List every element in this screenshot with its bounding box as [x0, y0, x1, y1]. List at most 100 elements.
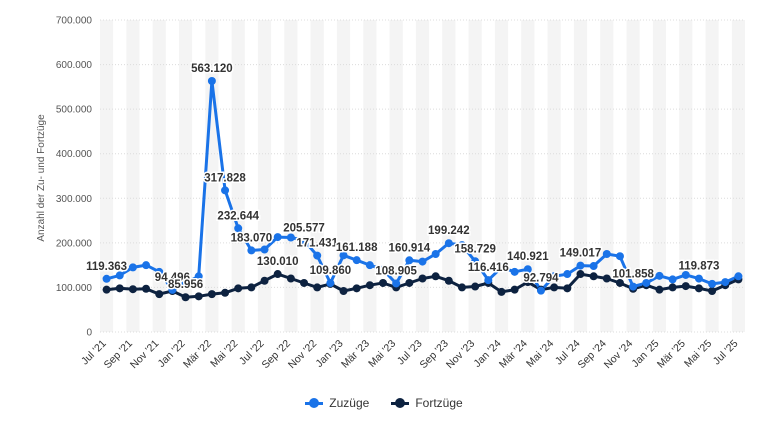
data-point-fortzuege — [155, 290, 164, 299]
background-band — [363, 20, 377, 332]
data-point-zuzuege — [615, 252, 624, 261]
data-point-fortzuege — [115, 284, 124, 293]
data-label: 205.577 — [283, 222, 325, 234]
data-point-fortzuege — [128, 285, 137, 294]
data-point-zuzuege — [155, 267, 164, 276]
data-point-fortzuege — [379, 278, 388, 287]
data-point-fortzuege — [576, 270, 585, 279]
data-label: 109.860 — [310, 265, 352, 277]
background-band — [100, 20, 114, 332]
x-tick-label: Mär '22 — [181, 338, 214, 371]
data-point-fortzuege — [352, 284, 361, 293]
data-point-zuzuege — [602, 250, 611, 258]
data-point-zuzuege — [326, 279, 335, 288]
data-point-zuzuege — [523, 265, 532, 274]
legend-item-zuzuege[interactable]: Zuzüge — [305, 396, 369, 410]
x-tick-label: Mai '23 — [366, 338, 398, 370]
x-tick-label: Nov '21 — [128, 338, 162, 372]
data-point-zuzuege — [168, 285, 177, 294]
data-point-zuzuege — [418, 257, 427, 266]
legend-swatch-zuzuege — [305, 398, 324, 408]
background-band — [679, 20, 693, 332]
data-point-fortzuege — [694, 284, 703, 293]
data-point-zuzuege — [339, 251, 348, 260]
data-point-fortzuege — [681, 282, 690, 291]
data-label: 160.914 — [389, 242, 431, 254]
data-point-fortzuege — [418, 274, 427, 283]
data-label: 563.120 — [191, 63, 233, 75]
data-point-zuzuege — [471, 257, 480, 266]
x-tick-label: Mär '23 — [339, 338, 372, 371]
x-tick-label: Jul '25 — [711, 338, 741, 368]
data-point-zuzuege — [642, 278, 651, 287]
data-point-zuzuege — [694, 274, 703, 283]
background-band — [231, 20, 245, 332]
background-band — [336, 20, 351, 332]
x-tick-label: Mai '24 — [524, 338, 556, 370]
data-point-zuzuege — [247, 246, 256, 255]
y-tick-label: 500.000 — [56, 105, 93, 116]
data-point-zuzuege — [431, 250, 440, 258]
y-tick-label: 700.000 — [56, 16, 93, 27]
data-point-zuzuege — [260, 245, 269, 254]
data-label: 101.858 — [612, 269, 654, 281]
data-point-zuzuege — [128, 263, 137, 272]
data-point-fortzuege — [550, 283, 559, 292]
data-point-fortzuege — [194, 292, 203, 301]
y-tick-label: 100.000 — [56, 283, 93, 294]
data-point-fortzuege — [510, 285, 519, 294]
data-point-zuzuege — [563, 270, 572, 279]
y-axis-label: Anzahl der Zu- und Fortzüge — [36, 114, 47, 242]
data-point-zuzuege — [115, 271, 124, 280]
data-point-fortzuege — [313, 283, 322, 292]
data-labels: 119.363 94.496 563.120 317.828 232.644 183.07… — [85, 62, 721, 293]
data-point-zuzuege — [681, 270, 690, 279]
data-point-zuzuege — [589, 262, 598, 271]
data-label: 317.828 — [204, 172, 246, 184]
background-band — [389, 20, 403, 332]
data-label: 108.905 — [375, 265, 417, 277]
data-label: 130.010 — [257, 256, 299, 268]
data-point-fortzuege — [260, 276, 269, 285]
background-band — [284, 20, 298, 332]
data-point-zuzuege — [576, 261, 585, 270]
data-point-zuzuege — [668, 275, 677, 284]
data-point-fortzuege — [405, 278, 414, 287]
data-point-fortzuege — [457, 283, 466, 292]
data-point-fortzuege — [563, 284, 572, 293]
data-point-zuzuege — [379, 265, 388, 274]
data-point-zuzuege — [457, 241, 466, 250]
data-point-fortzuege — [247, 283, 256, 292]
background-band — [705, 20, 719, 332]
x-tick-label: Nov '23 — [444, 338, 478, 372]
data-point-fortzuege — [286, 274, 295, 283]
legend-item-fortzuege[interactable]: Fortzüge — [391, 396, 463, 410]
line-chart: 0 100.000 200.000 300.000 400.000 500.000 600.… — [36, 16, 745, 372]
data-point-fortzuege — [102, 285, 111, 294]
data-point-fortzuege — [142, 284, 151, 293]
data-point-zuzuege — [313, 251, 322, 260]
data-label: 232.644 — [217, 210, 259, 222]
data-point-fortzuege — [207, 290, 216, 299]
background-band — [626, 20, 640, 332]
data-point-fortzuege — [431, 272, 440, 281]
data-point-zuzuege — [721, 278, 730, 287]
background-band — [494, 20, 509, 332]
data-point-fortzuege — [339, 286, 348, 295]
data-label: 140.921 — [507, 251, 549, 263]
data-label: 183.070 — [231, 232, 273, 244]
background-band — [547, 20, 561, 332]
data-point-fortzuege — [234, 284, 243, 293]
data-point-fortzuege — [589, 272, 598, 281]
background-band — [731, 20, 745, 332]
legend-label-zuzuege: Zuzüge — [329, 396, 370, 410]
data-point-zuzuege — [497, 263, 506, 272]
data-label: 119.363 — [86, 261, 127, 273]
data-point-fortzuege — [708, 286, 717, 295]
data-point-zuzuege — [207, 77, 216, 86]
data-point-fortzuege — [300, 278, 309, 287]
legend-label-fortzuege: Fortzüge — [415, 396, 463, 410]
data-point-fortzuege — [444, 276, 453, 285]
data-point-zuzuege — [392, 279, 401, 288]
data-point-fortzuege — [497, 287, 506, 296]
